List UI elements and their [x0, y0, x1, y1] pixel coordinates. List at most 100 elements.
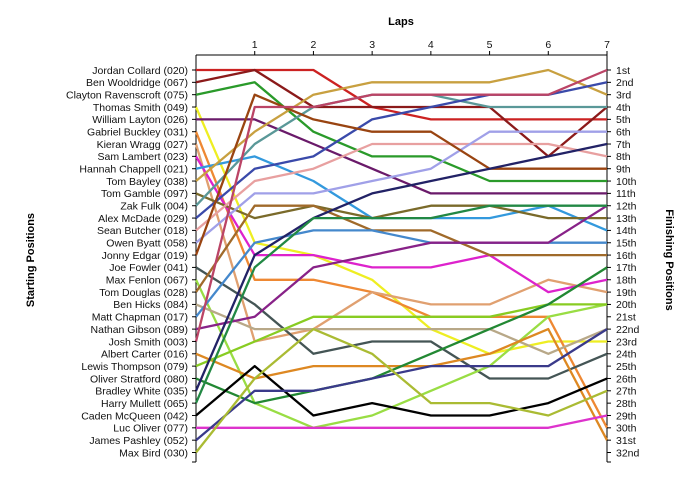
- series-line-22: [195, 204, 608, 331]
- starting-label: Nathan Gibson (089): [91, 324, 188, 336]
- finishing-label: 13th: [616, 213, 637, 225]
- finishing-label: 21st: [616, 312, 636, 324]
- starting-label: Max Fenlon (067): [106, 275, 188, 287]
- finishing-label: 14th: [616, 225, 637, 237]
- finishing-label: 18th: [616, 275, 637, 287]
- series-line-25: [195, 303, 607, 368]
- starting-label: Zak Fulk (004): [120, 201, 188, 213]
- finishing-label: 32nd: [616, 447, 640, 459]
- starting-label: Tom Bayley (038): [106, 176, 188, 188]
- starting-label: Ben Hicks (084): [113, 299, 188, 311]
- finishing-label: 4th: [616, 102, 631, 114]
- finishing-label: 27th: [616, 386, 637, 398]
- finishing-label: 7th: [616, 139, 631, 151]
- finishing-label: 15th: [616, 238, 637, 250]
- starting-label: Sam Lambert (023): [98, 151, 188, 163]
- series-lines: [194, 68, 609, 454]
- series-line-30: [196, 414, 608, 429]
- series-line-31: [195, 328, 608, 442]
- finishing-label: 11th: [616, 188, 636, 200]
- x-tick-label: 3: [369, 39, 375, 51]
- series-line-19: [195, 204, 607, 293]
- starting-label: William Layton (026): [92, 114, 188, 126]
- series-line-14: [195, 142, 608, 232]
- starting-label: Albert Carter (016): [101, 349, 188, 361]
- finishing-label: 23rd: [616, 336, 637, 348]
- starting-label: Thomas Smith (049): [93, 102, 188, 114]
- starting-label: Ben Wooldridge (067): [86, 77, 188, 89]
- series-line-3: [195, 81, 607, 183]
- series-line-24: [195, 327, 609, 441]
- series-line-32: [195, 327, 608, 454]
- x-tick-label: 7: [604, 39, 610, 51]
- starting-label: Tom Gamble (097): [101, 188, 188, 200]
- series-line-12: [195, 93, 607, 207]
- starting-label: Matt Chapman (017): [92, 312, 188, 324]
- series-line-17: [195, 266, 608, 380]
- finishing-label: 2nd: [616, 77, 634, 89]
- series-line-20: [195, 303, 608, 355]
- finishing-label: 6th: [616, 126, 631, 138]
- series-line-28: [194, 204, 607, 404]
- series-line-26: [195, 266, 608, 405]
- finishing-label: 12th: [616, 201, 637, 213]
- starting-label: Max Bird (030): [119, 447, 188, 459]
- starting-label: Jonny Edgar (019): [102, 250, 188, 262]
- series-line-10: [195, 68, 608, 182]
- starting-label: Kieran Wragg (027): [97, 139, 188, 151]
- x-tick-label: 1: [252, 39, 258, 51]
- series-line-15: [195, 130, 607, 244]
- finishing-label: 19th: [616, 287, 637, 299]
- x-tick-label: 6: [545, 39, 551, 51]
- axes: [192, 54, 611, 463]
- finishing-label: 16th: [616, 250, 637, 262]
- finishing-label: 9th: [616, 164, 631, 176]
- starting-label: Gabriel Buckley (031): [87, 126, 188, 138]
- starting-label: James Pashley (052): [89, 435, 188, 447]
- y-axis-title-right: Finishing Positions: [663, 209, 675, 310]
- finishing-label: 1st: [616, 65, 630, 77]
- x-ticks: 1 2 3 4 5 6 7: [252, 39, 610, 55]
- series-line-27: [194, 142, 608, 392]
- starting-label: Luc Oliver (077): [113, 423, 188, 435]
- starting-label: Bradley White (035): [95, 386, 188, 398]
- finishing-label: 28th: [616, 398, 637, 410]
- starting-label: Caden McQueen (042): [81, 410, 188, 422]
- series-line-29: [195, 364, 608, 417]
- series-line-6: [194, 131, 609, 429]
- series-line-16: [194, 93, 607, 256]
- finishing-label: 3rd: [616, 89, 631, 101]
- series-line-23: [194, 68, 608, 342]
- finishing-label: 29th: [616, 410, 637, 422]
- series-line-18: [194, 279, 608, 429]
- finishing-label: 22nd: [616, 324, 640, 336]
- finishing-label: 30th: [616, 423, 637, 435]
- series-line-11: [195, 192, 607, 220]
- starting-label: Lewis Thompson (079): [81, 361, 188, 373]
- starting-label: Harry Mullett (065): [101, 398, 188, 410]
- finishing-label: 24th: [616, 349, 637, 361]
- finishing-label: 10th: [616, 176, 637, 188]
- starting-position-labels: Jordan Collard (020)Ben Wooldridge (067)…: [66, 65, 196, 459]
- finishing-label: 26th: [616, 373, 637, 385]
- finishing-label: 17th: [616, 262, 637, 274]
- series-line-2: [195, 68, 608, 158]
- finishing-label: 31st: [616, 435, 636, 447]
- finishing-label: 5th: [616, 114, 631, 126]
- finishing-label: 8th: [616, 151, 631, 163]
- starting-label: Sean Butcher (018): [97, 225, 188, 237]
- starting-label: Clayton Ravenscroft (075): [66, 89, 188, 101]
- finishing-label: 20th: [616, 299, 637, 311]
- starting-label: Oliver Stratford (080): [90, 373, 188, 385]
- finishing-position-labels: 1st2nd3rd4th5th6th7th8th9th10th11th12th1…: [607, 65, 640, 459]
- starting-label: Josh Smith (003): [109, 336, 188, 348]
- starting-label: Hannah Chappell (021): [79, 164, 188, 176]
- finishing-label: 25th: [616, 361, 637, 373]
- starting-label: Alex McDade (029): [98, 213, 188, 225]
- x-tick-label: 4: [428, 39, 434, 51]
- x-tick-label: 5: [487, 39, 493, 51]
- y-axis-title-left: Starting Positions: [25, 213, 37, 307]
- series-line-8: [195, 155, 608, 294]
- series-line-13: [195, 81, 608, 219]
